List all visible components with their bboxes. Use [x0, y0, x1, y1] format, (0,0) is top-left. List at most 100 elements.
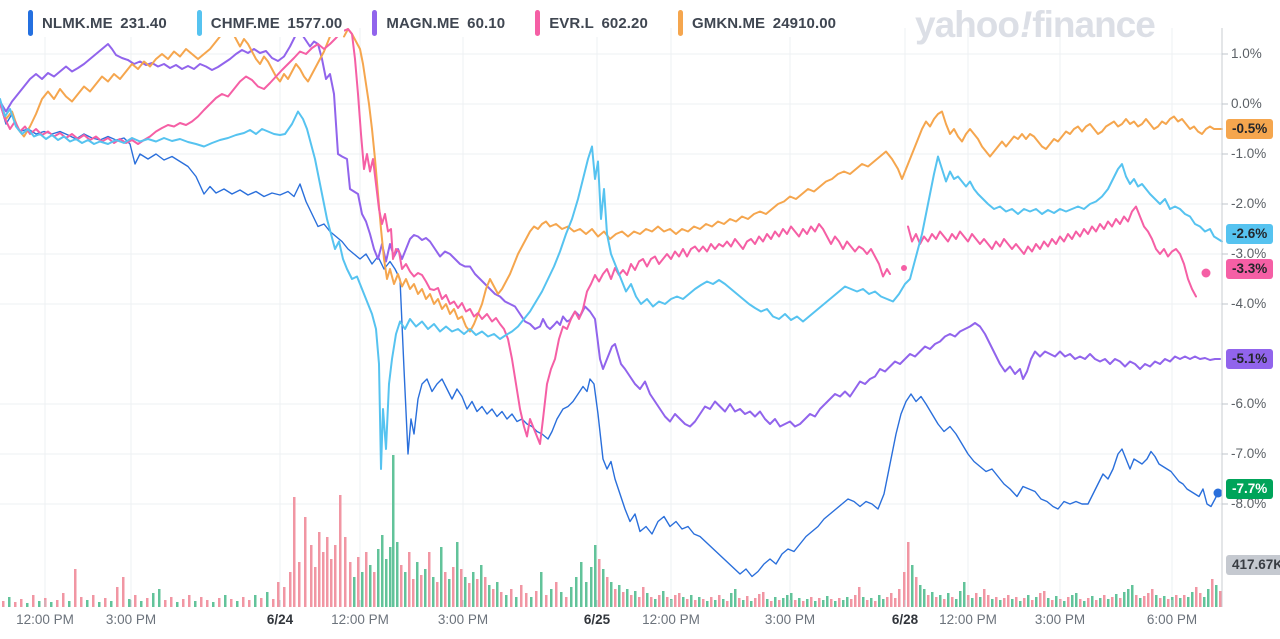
y-axis-tick-label: -4.0% — [1231, 296, 1267, 311]
volume-bar — [1115, 594, 1118, 607]
volume-bar — [254, 595, 257, 607]
legend-label: MAGN.ME 60.10 — [386, 14, 506, 32]
volume-bar — [818, 598, 821, 607]
volume-bar — [200, 597, 203, 607]
volume-bar — [122, 577, 125, 607]
legend-item-NLMK.ME[interactable]: NLMK.ME 231.40 — [26, 9, 169, 37]
volume-bar — [460, 569, 463, 607]
volume-bar — [830, 599, 833, 607]
volume-bar — [782, 598, 785, 607]
volume-bar — [1151, 589, 1154, 607]
volume-bar — [484, 577, 487, 607]
y-axis-tick-label: 0.0% — [1231, 96, 1262, 111]
volume-bar — [798, 598, 801, 607]
legend-swatch-icon — [677, 10, 683, 36]
volume-bar — [1083, 601, 1086, 607]
volume-bar — [666, 597, 669, 607]
volume-bar — [456, 542, 459, 607]
legend-label: EVR.L 602.20 — [549, 14, 648, 32]
volume-bar — [618, 585, 621, 607]
volume-bar — [520, 585, 523, 607]
volume-bar — [822, 600, 825, 607]
legend-swatch-icon — [28, 10, 33, 36]
volume-bar — [62, 593, 65, 607]
volume-bar — [742, 600, 745, 607]
volume-bar — [38, 601, 41, 607]
x-axis-time-label: 12:00 PM — [939, 612, 997, 627]
volume-bar — [606, 577, 609, 607]
volume-bar — [56, 600, 59, 607]
volume-bar — [2, 601, 5, 607]
volume-bar — [903, 572, 906, 607]
volume-bar — [472, 572, 475, 607]
x-axis-time-label: 12:00 PM — [16, 612, 74, 627]
volume-bar — [886, 597, 889, 607]
volume-bar — [480, 565, 483, 607]
volume-bar — [1011, 599, 1014, 607]
volume-bar — [116, 587, 119, 607]
series-line-EVR.L — [907, 205, 1197, 298]
legend-label: NLMK.ME 231.40 — [42, 14, 167, 32]
volume-bar — [1163, 596, 1166, 607]
x-axis-date-label: 6/24 — [266, 612, 294, 627]
volume-bar — [622, 592, 625, 607]
volume-bar — [1155, 595, 1158, 607]
volume-bar — [68, 601, 71, 607]
volume-bar — [304, 517, 307, 607]
volume-bar — [1111, 597, 1114, 607]
legend-swatch-icon — [535, 10, 541, 36]
volume-bar — [1019, 601, 1022, 607]
volume-bar — [706, 601, 709, 607]
volume-bar — [20, 599, 23, 607]
volume-bar — [396, 542, 399, 607]
volume-bar — [734, 589, 737, 607]
volume-bar — [310, 545, 313, 607]
volume-bar — [266, 592, 269, 607]
series-line-NLMK.ME — [0, 103, 1219, 578]
volume-bar — [293, 497, 296, 607]
volume-bar — [8, 597, 11, 607]
volume-bar — [882, 599, 885, 607]
volume-bar — [890, 593, 893, 607]
volume-bar — [858, 587, 861, 607]
volume-bar — [963, 582, 966, 607]
y-axis-tick-label: -8.0% — [1231, 496, 1267, 511]
volume-bar — [939, 595, 942, 607]
volume-bar — [500, 592, 503, 607]
volume-bar — [545, 595, 548, 607]
volume-bar — [424, 569, 427, 607]
volume-bar — [702, 599, 705, 607]
legend-item-EVR.L[interactable]: EVR.L 602.20 — [533, 9, 650, 37]
volume-bar — [432, 577, 435, 607]
volume-bar — [786, 595, 789, 607]
legend-item-CHMF.ME[interactable]: CHMF.ME 1577.00 — [194, 9, 345, 37]
volume-bar — [464, 577, 467, 607]
last-value-badge-NLMK.ME: -7.7% — [1226, 479, 1274, 499]
volume-bar — [298, 562, 301, 607]
volume-bar — [991, 599, 994, 607]
volume-bar — [935, 597, 938, 607]
volume-bar — [515, 597, 518, 607]
volume-bar — [907, 542, 910, 607]
volume-bar — [1187, 597, 1190, 607]
volume-bar — [762, 592, 765, 607]
legend-item-GMKN.ME[interactable]: GMKN.ME 24910.00 — [675, 9, 839, 37]
volume-bar — [730, 593, 733, 607]
volume-bar — [194, 601, 197, 607]
volume-bar — [176, 602, 179, 607]
legend-item-MAGN.ME[interactable]: MAGN.ME 60.10 — [370, 9, 508, 37]
x-axis-date-label: 6/28 — [891, 612, 919, 627]
volume-bar — [80, 597, 83, 607]
legend: NLMK.ME 231.40 CHMF.ME 1577.00 MAGN.ME 60.… — [26, 9, 839, 37]
volume-bar — [590, 567, 593, 607]
volume-bar — [158, 589, 161, 607]
volume-bar — [1031, 600, 1034, 607]
volume-bar — [1167, 599, 1170, 607]
volume-bar — [658, 595, 661, 607]
volume-bar — [248, 600, 251, 607]
volume-bar — [866, 600, 869, 607]
yahoo-bang-icon: ! — [1019, 4, 1032, 45]
volume-bar — [826, 596, 829, 607]
x-axis-time-label: 12:00 PM — [642, 612, 700, 627]
